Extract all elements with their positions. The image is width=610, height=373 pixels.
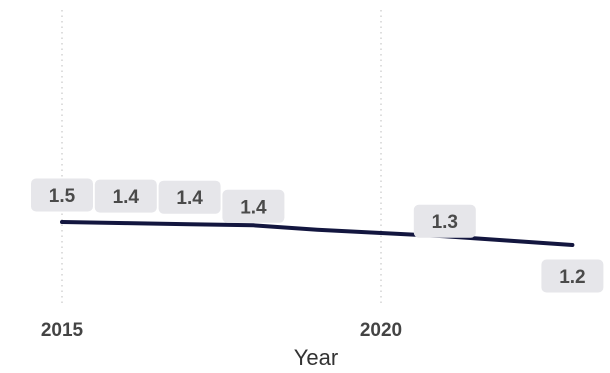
data-label: 1.2 (541, 259, 604, 293)
data-label-text: 1.2 (559, 267, 585, 288)
data-label-text: 1.4 (240, 197, 267, 218)
x-axis-title: Year (294, 345, 338, 370)
data-label-text: 1.4 (176, 188, 203, 209)
data-label-box (158, 180, 221, 214)
data-label-text: 1.4 (113, 187, 140, 208)
data-label-box (94, 179, 157, 213)
data-label: 1.4 (94, 179, 157, 213)
series-line (60, 220, 575, 247)
vertical-grid (61, 10, 382, 305)
data-label: 1.4 (158, 180, 221, 214)
data-label: 1.5 (31, 178, 93, 212)
data-label-box (541, 259, 604, 293)
data-label: 1.4 (222, 189, 285, 223)
x-tick-label: 2015 (41, 320, 84, 341)
data-label-box (31, 178, 93, 212)
x-tick-label: 2020 (360, 320, 402, 341)
series-lines (60, 220, 575, 247)
data-label-text: 1.3 (432, 212, 458, 233)
x-axis-ticks: 2015 2020 (41, 320, 402, 341)
data-label: 1.3 (413, 204, 476, 238)
data-label-text: 1.5 (49, 186, 76, 207)
data-labels: 1.5 1.4 1.4 1.4 1.3 1.2 (31, 178, 604, 293)
data-label-box (222, 189, 285, 223)
data-label-box (413, 204, 476, 238)
